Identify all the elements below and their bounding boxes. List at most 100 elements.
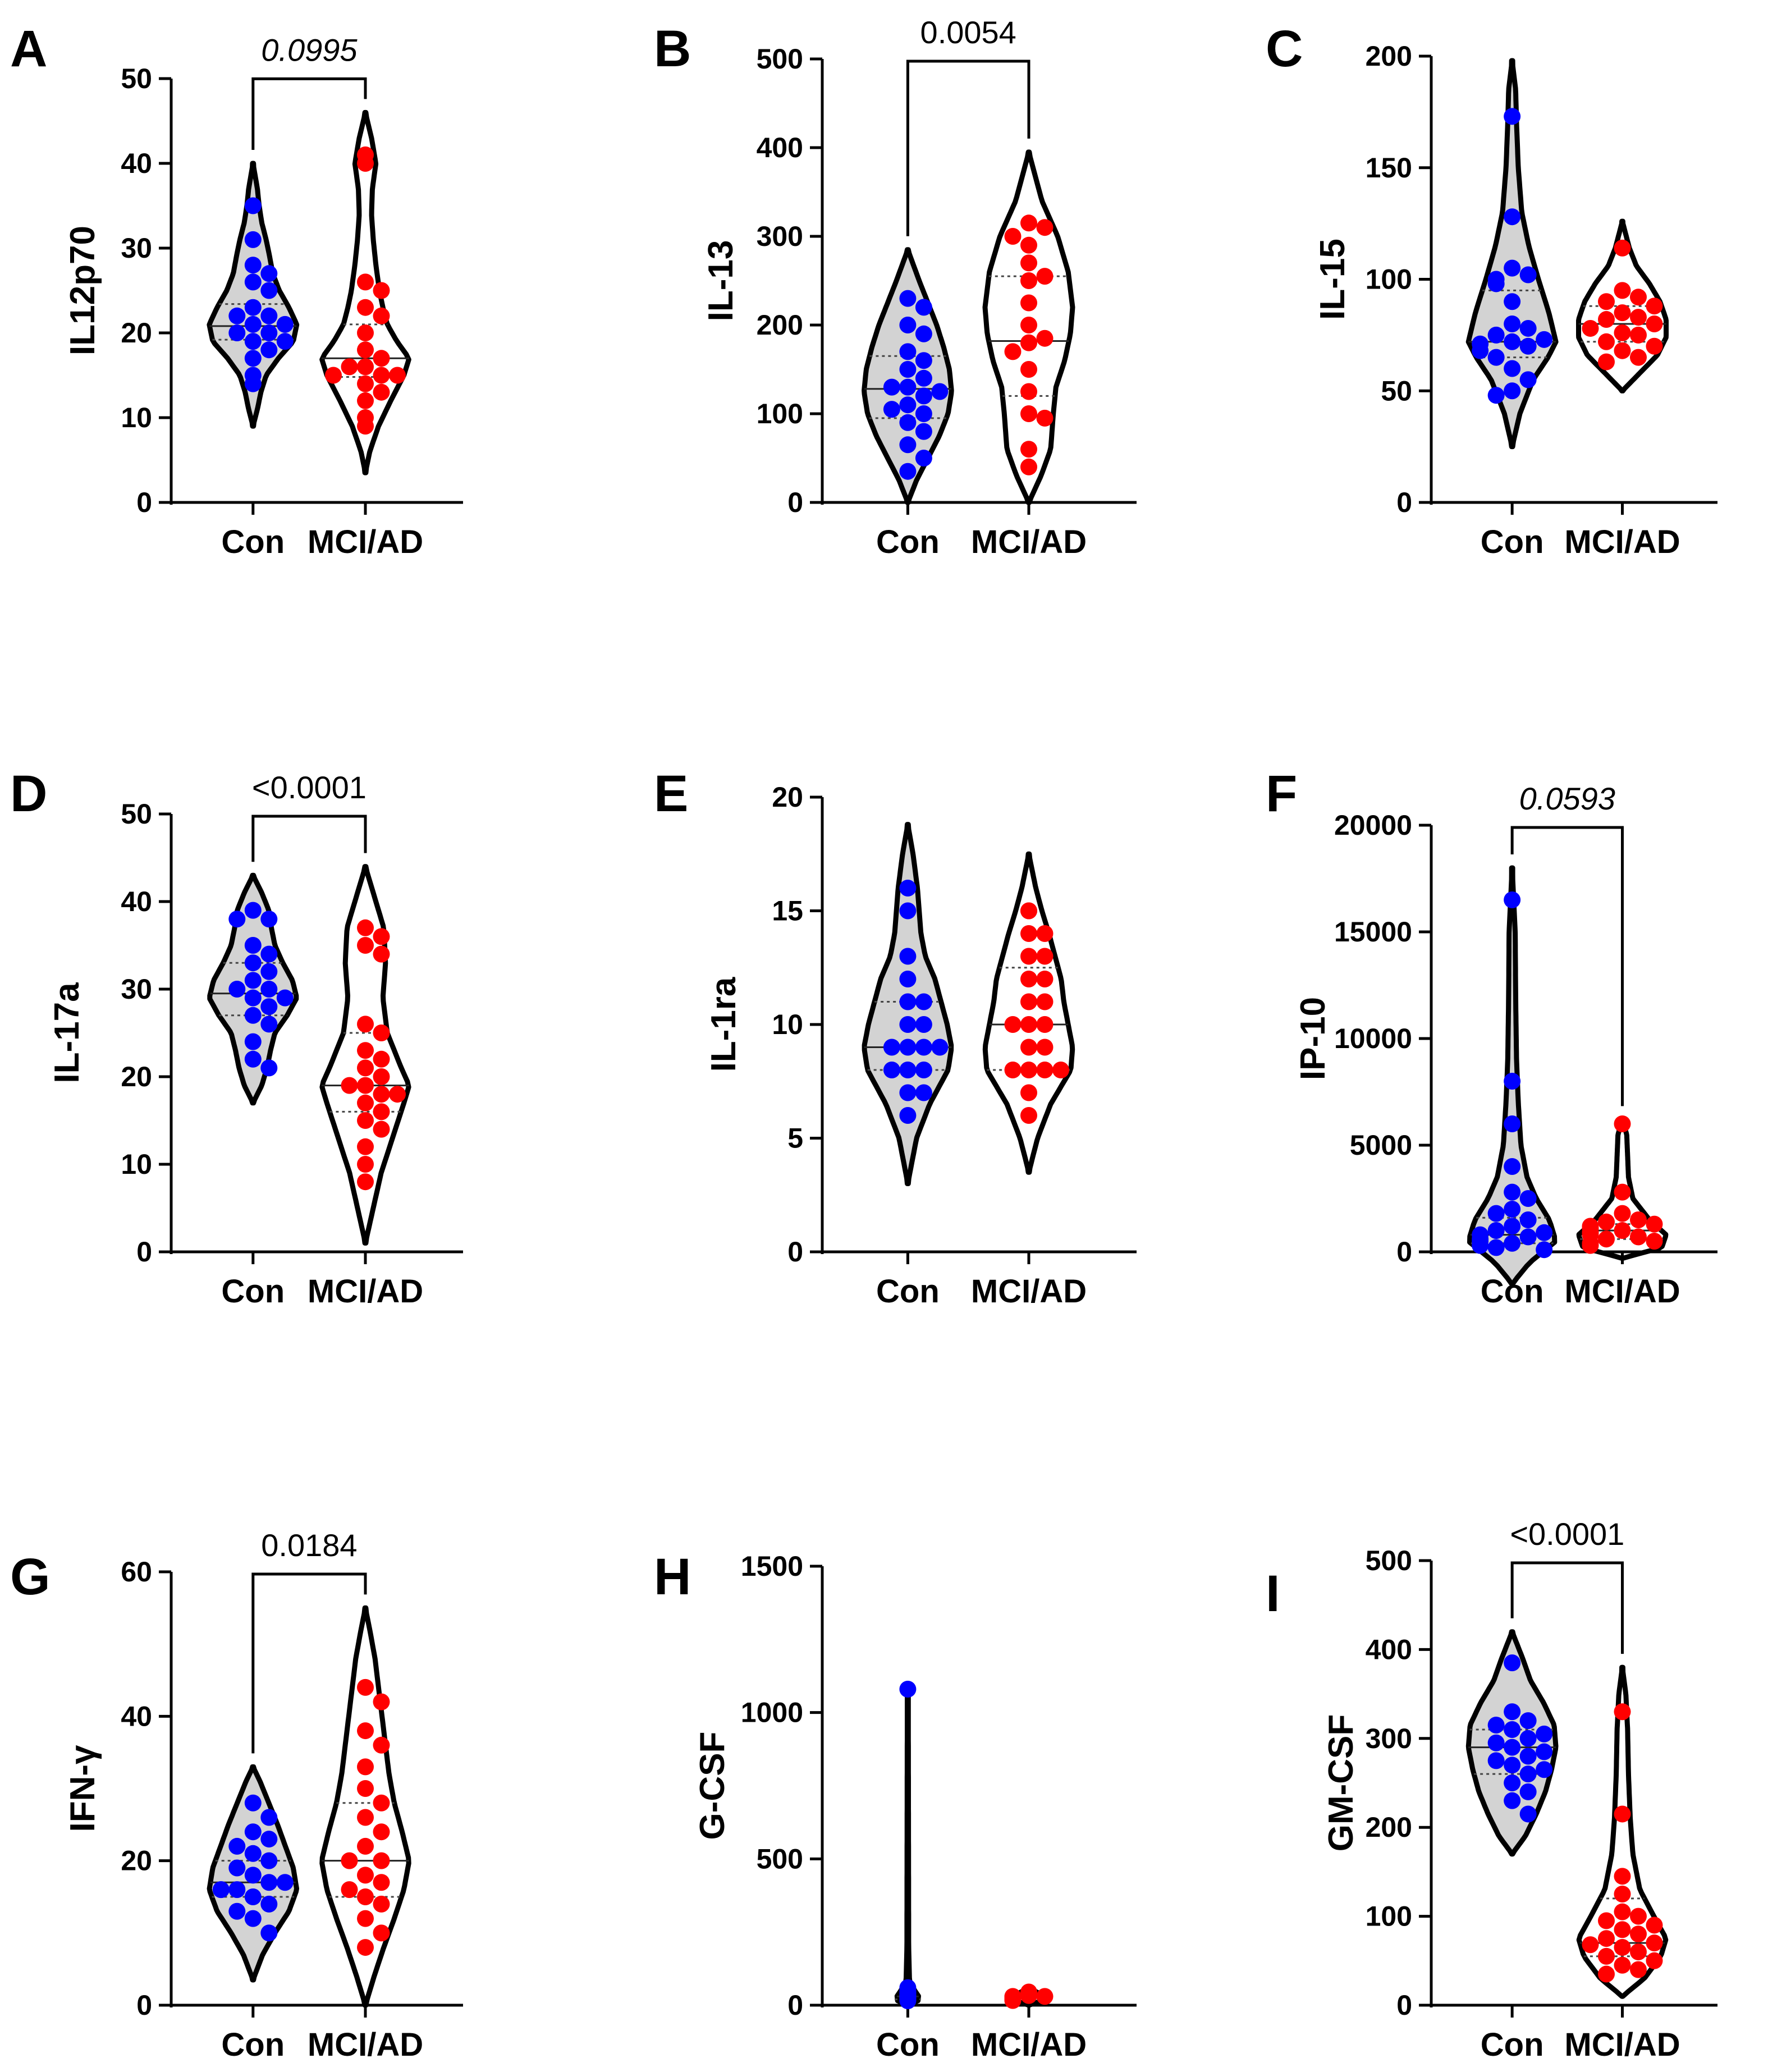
data-point xyxy=(1646,298,1663,315)
data-point xyxy=(244,937,262,954)
data-point xyxy=(244,375,262,392)
data-point xyxy=(1614,1205,1631,1222)
data-point xyxy=(1020,361,1037,378)
data-point xyxy=(1020,1987,1037,2004)
data-point xyxy=(915,1062,932,1078)
data-point xyxy=(1504,259,1521,277)
data-point xyxy=(260,1874,278,1891)
data-point xyxy=(244,197,262,214)
data-point xyxy=(1614,1921,1631,1938)
significance-bracket xyxy=(251,815,367,862)
data-point xyxy=(357,1809,374,1826)
data-point xyxy=(1504,891,1521,908)
category-label: Con xyxy=(1481,524,1544,560)
data-point xyxy=(1487,1205,1505,1222)
data-point xyxy=(341,1852,358,1869)
data-point xyxy=(1020,458,1037,475)
data-point xyxy=(1630,1211,1647,1228)
data-point xyxy=(373,367,390,384)
data-point xyxy=(1036,1039,1054,1056)
violin-mci xyxy=(982,149,1075,505)
data-point xyxy=(1630,289,1647,306)
y-tick-label: 0 xyxy=(787,1236,803,1268)
data-point xyxy=(1472,1237,1489,1254)
data-point xyxy=(373,1874,390,1891)
data-point xyxy=(357,273,374,291)
data-point xyxy=(915,352,932,369)
y-axis-label: IL-17a xyxy=(48,982,86,1083)
p-value-label: 0.0995 xyxy=(261,32,358,67)
data-point xyxy=(357,1888,374,1905)
data-point xyxy=(1036,219,1054,236)
data-point xyxy=(899,436,917,454)
violin-mci xyxy=(319,1605,411,2008)
p-value-label: <0.0001 xyxy=(1510,1516,1624,1552)
category-label: MCI/AD xyxy=(1564,1273,1680,1310)
data-point xyxy=(373,1693,390,1710)
data-point xyxy=(1536,1725,1553,1742)
data-point xyxy=(1020,993,1037,1010)
data-point xyxy=(373,945,390,963)
data-point xyxy=(1020,1107,1037,1124)
y-tick-label: 10 xyxy=(121,1149,152,1180)
category-label: MCI/AD xyxy=(971,524,1087,560)
data-point xyxy=(1504,1703,1521,1721)
data-point xyxy=(357,1780,374,1797)
data-point xyxy=(1020,236,1037,254)
data-point xyxy=(899,1107,917,1124)
category-label: MCI/AD xyxy=(1564,2027,1680,2063)
data-point xyxy=(1504,293,1521,310)
data-point xyxy=(244,954,262,972)
violin-mci xyxy=(1576,1664,1669,1999)
data-point xyxy=(357,1016,374,1033)
p-value-label: 0.0054 xyxy=(920,15,1016,50)
data-point xyxy=(244,902,262,919)
y-tick-label: 0 xyxy=(136,487,152,518)
violin-mci xyxy=(319,109,411,475)
data-point xyxy=(1536,1241,1553,1259)
data-point xyxy=(1646,337,1663,355)
panel-letter: F xyxy=(1266,765,1297,822)
data-point xyxy=(1519,1730,1537,1747)
significance-bracket xyxy=(251,77,367,150)
data-point xyxy=(915,387,932,405)
significance-bracket xyxy=(1510,1561,1624,1654)
data-point xyxy=(373,1050,390,1068)
y-tick-label: 1000 xyxy=(741,1697,803,1728)
significance-bracket xyxy=(1510,826,1624,1106)
data-point xyxy=(373,307,390,324)
y-tick-label: 100 xyxy=(757,398,803,429)
y-axis-label: IL-15 xyxy=(1313,239,1352,320)
data-point xyxy=(357,155,374,172)
data-point xyxy=(276,315,294,333)
data-point xyxy=(260,963,278,980)
data-point xyxy=(260,307,278,324)
panel-E: E IL-1ra 0 5 10 15 20 Con MCI/AD xyxy=(654,765,1137,1310)
data-point xyxy=(899,880,917,897)
data-point xyxy=(276,333,294,350)
panel-letter: H xyxy=(654,1548,691,1606)
violin-mci xyxy=(982,851,1075,1175)
data-point xyxy=(1598,311,1615,328)
data-point xyxy=(899,317,917,333)
y-tick-label: 1500 xyxy=(741,1550,803,1582)
y-tick-label: 150 xyxy=(1366,152,1412,184)
data-point xyxy=(1504,315,1521,332)
data-point xyxy=(1004,343,1022,360)
y-axis-label: IL-13 xyxy=(702,240,740,322)
y-tick-label: 300 xyxy=(1366,1723,1412,1754)
p-value-label: <0.0001 xyxy=(252,770,367,805)
data-point xyxy=(1536,1743,1553,1760)
data-point xyxy=(1614,1903,1631,1920)
data-point xyxy=(1504,1073,1521,1090)
data-point xyxy=(373,1794,390,1812)
data-point xyxy=(883,378,900,396)
data-point xyxy=(244,972,262,989)
data-point xyxy=(1020,214,1037,232)
data-point xyxy=(899,971,917,987)
data-point xyxy=(1614,1868,1631,1885)
y-tick-label: 15 xyxy=(772,895,803,927)
violin-con xyxy=(894,1684,921,2008)
y-axis-label: G-CSF xyxy=(693,1732,732,1840)
